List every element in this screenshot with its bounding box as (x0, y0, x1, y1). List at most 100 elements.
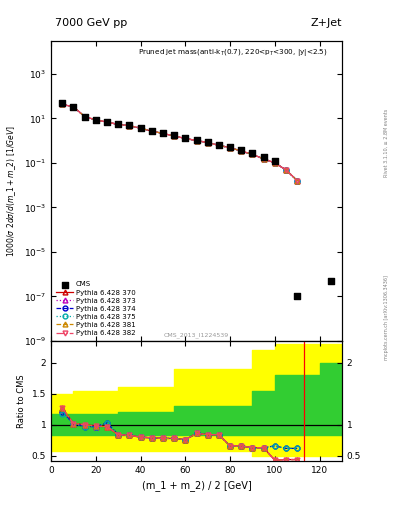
Pythia 6.428 370 (172, 133, 176, 139)
Pythia 6.428 373 (228, 144, 232, 151)
Pythia 6.428 370 (127, 122, 132, 129)
Pythia 6.428 382 (127, 122, 132, 129)
Pythia 6.428 375 (250, 152, 255, 158)
Pythia 6.428 381 (60, 101, 64, 108)
Pythia 6.428 373 (284, 167, 288, 173)
Pythia 6.428 381 (138, 125, 143, 131)
Pythia 6.428 374 (183, 135, 188, 141)
Pythia 6.428 382 (295, 178, 299, 184)
Pythia 6.428 373 (194, 138, 199, 144)
CMS (294, 292, 300, 301)
Pythia 6.428 381 (205, 139, 210, 145)
Pythia 6.428 375 (272, 160, 277, 166)
Pythia 6.428 381 (217, 142, 221, 148)
Pythia 6.428 370 (239, 148, 244, 154)
Pythia 6.428 373 (172, 133, 176, 139)
Pythia 6.428 382 (161, 131, 165, 137)
Pythia 6.428 370 (205, 139, 210, 145)
Pythia 6.428 382 (239, 148, 244, 154)
Pythia 6.428 382 (138, 125, 143, 131)
Pythia 6.428 374 (71, 104, 76, 110)
CMS (261, 153, 267, 161)
Pythia 6.428 375 (228, 144, 232, 151)
Pythia 6.428 374 (261, 156, 266, 162)
Pythia 6.428 370 (217, 142, 221, 148)
Pythia 6.428 373 (71, 104, 76, 110)
Pythia 6.428 381 (149, 128, 154, 134)
Pythia 6.428 375 (127, 122, 132, 129)
Pythia 6.428 370 (138, 125, 143, 131)
Pythia 6.428 374 (149, 128, 154, 134)
Pythia 6.428 375 (82, 114, 87, 120)
CMS (171, 132, 177, 140)
Pythia 6.428 382 (172, 133, 176, 139)
Pythia 6.428 375 (183, 135, 188, 141)
Pythia 6.428 381 (105, 119, 109, 125)
CMS (160, 129, 166, 137)
Pythia 6.428 373 (295, 178, 299, 184)
CMS (138, 123, 144, 132)
Pythia 6.428 373 (261, 156, 266, 162)
Pythia 6.428 374 (172, 133, 176, 139)
Text: Pruned jet mass(anti-k$_{T}$(0.7), 220<p$_{T}$<300, |y|<2.5): Pruned jet mass(anti-k$_{T}$(0.7), 220<p… (138, 47, 328, 58)
Pythia 6.428 373 (239, 148, 244, 154)
CMS (193, 136, 200, 144)
Pythia 6.428 370 (228, 144, 232, 151)
Pythia 6.428 370 (149, 128, 154, 134)
Pythia 6.428 373 (250, 152, 255, 158)
Pythia 6.428 373 (161, 131, 165, 137)
Line: Pythia 6.428 375: Pythia 6.428 375 (60, 102, 299, 183)
Pythia 6.428 370 (94, 117, 98, 123)
CMS (81, 113, 88, 121)
Pythia 6.428 381 (82, 114, 87, 120)
CMS (126, 121, 132, 130)
Pythia 6.428 382 (183, 135, 188, 141)
Pythia 6.428 375 (161, 131, 165, 137)
Pythia 6.428 374 (272, 160, 277, 166)
Pythia 6.428 375 (284, 167, 288, 173)
Pythia 6.428 373 (127, 122, 132, 129)
Text: 7000 GeV pp: 7000 GeV pp (55, 18, 127, 28)
Pythia 6.428 373 (205, 139, 210, 145)
Pythia 6.428 375 (138, 125, 143, 131)
Pythia 6.428 373 (217, 142, 221, 148)
Pythia 6.428 375 (295, 178, 299, 184)
CMS (70, 103, 77, 111)
Pythia 6.428 381 (94, 117, 98, 123)
Pythia 6.428 370 (250, 152, 255, 158)
Line: Pythia 6.428 382: Pythia 6.428 382 (60, 102, 299, 183)
Line: Pythia 6.428 370: Pythia 6.428 370 (60, 102, 299, 183)
Pythia 6.428 381 (295, 178, 299, 184)
Pythia 6.428 370 (105, 119, 109, 125)
Pythia 6.428 381 (172, 133, 176, 139)
Pythia 6.428 381 (183, 135, 188, 141)
Pythia 6.428 374 (82, 114, 87, 120)
Pythia 6.428 370 (284, 167, 288, 173)
Pythia 6.428 375 (116, 121, 121, 127)
Pythia 6.428 382 (60, 101, 64, 108)
Pythia 6.428 373 (138, 125, 143, 131)
Pythia 6.428 381 (261, 156, 266, 162)
Pythia 6.428 373 (82, 114, 87, 120)
Pythia 6.428 375 (105, 119, 109, 125)
Pythia 6.428 382 (261, 156, 266, 162)
CMS (216, 141, 222, 149)
CMS (272, 157, 278, 165)
Pythia 6.428 370 (71, 104, 76, 110)
Line: Pythia 6.428 374: Pythia 6.428 374 (60, 102, 299, 183)
Pythia 6.428 382 (82, 114, 87, 120)
Pythia 6.428 373 (116, 121, 121, 127)
CMS (115, 120, 121, 128)
Pythia 6.428 375 (194, 138, 199, 144)
Pythia 6.428 374 (116, 121, 121, 127)
Pythia 6.428 375 (71, 104, 76, 110)
Pythia 6.428 374 (250, 152, 255, 158)
Pythia 6.428 375 (60, 101, 64, 108)
Pythia 6.428 373 (183, 135, 188, 141)
Pythia 6.428 370 (295, 178, 299, 184)
Pythia 6.428 381 (127, 122, 132, 129)
Pythia 6.428 382 (194, 138, 199, 144)
Pythia 6.428 370 (116, 121, 121, 127)
Pythia 6.428 382 (105, 119, 109, 125)
CMS (328, 276, 334, 285)
